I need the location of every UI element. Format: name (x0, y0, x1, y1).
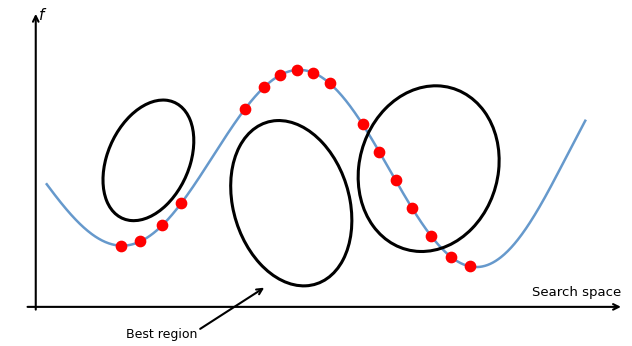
Point (176, 200, 186, 206)
Point (292, 67, 302, 73)
Point (258, 85, 269, 90)
Point (308, 70, 319, 75)
Text: Best region: Best region (126, 328, 198, 340)
Point (374, 149, 384, 154)
Point (391, 177, 401, 183)
Point (446, 254, 456, 260)
Point (275, 72, 285, 78)
Point (157, 223, 167, 228)
Point (325, 81, 335, 86)
Point (427, 234, 437, 239)
Point (465, 264, 475, 269)
Point (240, 107, 250, 112)
Text: Search space: Search space (532, 285, 621, 299)
Point (407, 206, 417, 211)
Point (135, 239, 145, 244)
Point (116, 243, 126, 248)
Text: f: f (39, 8, 44, 23)
Point (358, 122, 368, 127)
